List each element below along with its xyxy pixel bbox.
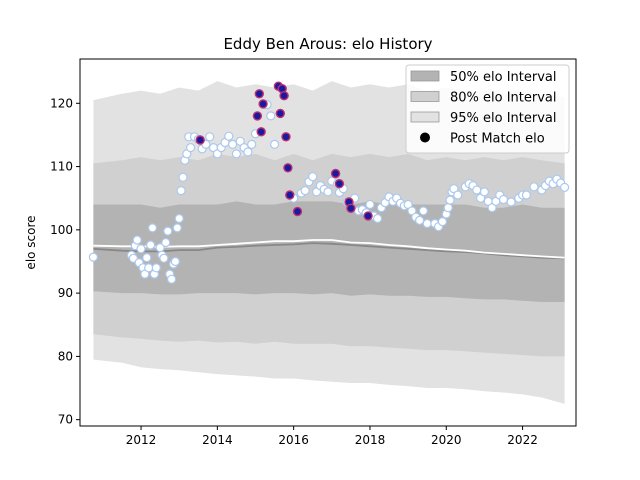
elo-point [453,190,463,200]
elo-point [443,203,453,213]
y-tick-label: 80 [58,349,73,363]
elo-point [178,172,188,182]
elo-point [151,263,161,273]
elo-point-highlight [292,206,303,217]
elo-point [167,274,177,284]
elo-point [205,132,215,142]
elo-point [308,172,318,182]
elo-point [422,218,432,229]
elo-point-highlight [275,108,285,119]
elo-point [437,217,448,227]
elo-point [228,139,238,149]
chart-title: Eddy Ben Arous: elo History [223,35,432,53]
elo-point [472,185,482,195]
elo-point-highlight [363,211,373,221]
legend-swatch-band_95 [410,111,440,123]
elo-point-highlight [279,90,289,101]
elo-point [323,187,333,197]
y-tick-label: 70 [58,413,73,427]
y-tick-label: 120 [50,96,73,110]
elo-point-highlight [283,163,293,173]
elo-point [136,244,146,254]
legend-swatch-band_80 [410,91,440,102]
elo-point [498,194,509,205]
elo-point [172,223,182,233]
elo-point [479,187,489,197]
elo-point [161,237,171,248]
elo-point [174,213,184,224]
x-tick-label: 2012 [126,433,157,447]
elo-point [365,199,375,210]
elo-point-highlight [252,111,263,121]
elo-point [506,197,516,207]
legend-swatch-band_50 [410,70,440,82]
elo-point [559,182,570,192]
elo-point-highlight [195,135,205,145]
y-tick-label: 100 [50,223,73,237]
legend-label: 80% elo Interval [450,91,557,106]
elo-point [529,182,539,192]
elo-point [243,147,253,157]
elo-point [231,149,241,159]
legend-marker-icon [420,132,430,143]
plot-frame [79,58,577,427]
post-match-points [88,81,570,284]
elo-point-highlight [346,203,356,214]
x-tick-label: 2018 [355,433,386,447]
elo-point [418,206,428,216]
band-50 [93,201,565,302]
elo-point [88,252,99,262]
elo-point [247,139,257,149]
x-tick-label: 2016 [278,433,309,447]
axis-ticks: 2012 2014 2016 2018 2020 2022 70 80 90 100 110 120 [50,96,538,447]
elo-point [186,143,196,153]
elo-point [146,240,156,250]
x-tick-label: 2022 [507,433,538,447]
elo-point-highlight [256,127,266,137]
elo-point-highlight [330,168,341,179]
elo-point [170,256,180,267]
elo-point-highlight [334,178,345,189]
x-tick-label: 2014 [202,433,233,447]
elo-point [163,226,173,236]
legend: 50% elo Interval 80% elo Interval 95% elo … [405,64,570,154]
elo-point [147,223,158,233]
elo-point [132,235,142,245]
y-axis-label: elo score [24,215,38,269]
elo-point [300,186,310,196]
elo-point-highlight [254,89,264,99]
y-tick-label: 90 [58,286,73,300]
x-tick-label: 2020 [431,433,462,447]
elo-point [445,195,455,205]
center-lines [93,239,565,260]
elo-point-highlight [258,99,268,109]
elo-point-highlight [281,132,291,142]
legend-label: 95% elo Interval [450,111,557,126]
elo-point [142,253,152,263]
elo-point [266,111,276,121]
elo-point [373,213,383,224]
elo-point [415,215,425,225]
legend-label: 50% elo Interval [450,70,557,85]
y-tick-label: 110 [50,160,73,174]
mean-line [93,239,565,259]
elo-point [224,131,234,141]
elo-point [521,190,532,200]
elo-point [159,253,169,263]
elo-point-highlight [285,190,295,200]
legend-box [405,64,570,154]
elo-point [176,186,186,196]
legend-label: Post Match elo [450,132,545,147]
elo-point [270,139,280,149]
